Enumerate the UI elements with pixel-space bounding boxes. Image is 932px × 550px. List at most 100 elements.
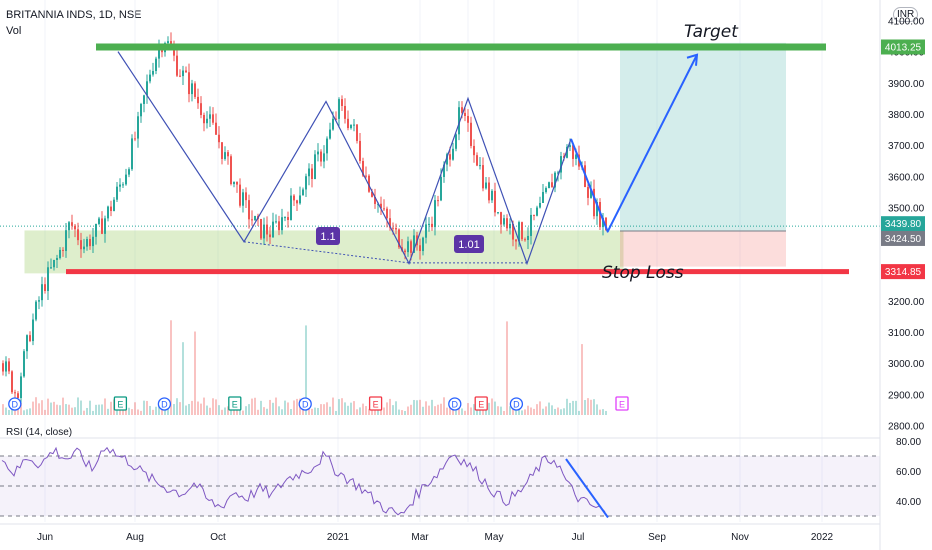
volume-bar <box>194 331 196 415</box>
candle-body <box>371 191 373 197</box>
volume-bar <box>542 408 544 415</box>
dividend-marker <box>157 397 172 411</box>
candle-body <box>296 200 298 204</box>
volume-bar <box>305 325 307 415</box>
volume-bar <box>149 405 151 415</box>
volume-bar <box>464 410 466 415</box>
candle-body <box>35 301 37 320</box>
candle-body <box>314 154 316 180</box>
price-label: 4013.25 <box>885 42 922 53</box>
volume-bar <box>497 406 499 415</box>
candle-body <box>11 371 13 393</box>
candle-body <box>572 145 574 159</box>
volume-bar <box>212 398 214 415</box>
target-label: Target <box>684 22 739 42</box>
volume-bar <box>197 401 199 415</box>
volume-bar <box>50 402 52 415</box>
volume-bar <box>62 397 64 415</box>
volume-bar <box>272 402 274 415</box>
candle-body <box>467 115 469 123</box>
candle-body <box>23 351 25 377</box>
candle-body <box>476 155 478 166</box>
dividend-marker <box>509 397 524 411</box>
volume-bar <box>89 400 91 415</box>
volume-bar <box>203 397 205 415</box>
price-tick-label: 3800.00 <box>888 110 925 121</box>
candle-body <box>353 124 355 126</box>
candle-body <box>428 223 430 225</box>
earnings-marker-label: E <box>478 400 484 410</box>
drawings[interactable] <box>66 43 849 275</box>
volume-bar <box>587 398 589 415</box>
price-label-box <box>881 39 925 55</box>
candle-body <box>437 200 439 202</box>
candle-body <box>95 223 97 237</box>
volume-bar <box>29 408 31 415</box>
volume-bar <box>350 402 352 415</box>
candle-body <box>173 48 175 56</box>
candle-body <box>518 222 520 242</box>
candle-body <box>182 70 184 77</box>
candle-body <box>299 195 301 204</box>
candle-body <box>305 176 307 190</box>
candle-body <box>227 152 229 157</box>
candle-body <box>395 228 397 230</box>
candle-body <box>506 218 508 229</box>
annotations: 1.1 1.01 Target Stop Loss 4013.25 3439.80 3424… <box>316 22 925 283</box>
volume-bar <box>185 405 187 415</box>
volume-bar <box>500 406 502 415</box>
volume-bar <box>35 397 37 415</box>
price-tick-label: 3100.00 <box>888 328 925 339</box>
price-tick-label: 3700.00 <box>888 141 925 152</box>
volume-bar <box>323 404 325 415</box>
volume-bar <box>302 407 304 415</box>
candle-body <box>449 154 451 160</box>
volume-bar <box>362 403 364 415</box>
earnings-marker <box>615 396 629 411</box>
candle-body <box>530 214 532 236</box>
volume-bar <box>371 406 373 415</box>
volume-bar <box>215 399 217 415</box>
candle-body <box>263 224 265 239</box>
price-tick-label: 3900.00 <box>888 79 925 90</box>
candle-body <box>326 138 328 154</box>
volume-bar <box>95 404 97 415</box>
volume-bar <box>47 398 49 415</box>
volume-bar <box>245 406 247 415</box>
volume-bar <box>257 409 259 415</box>
candle-body <box>332 118 334 130</box>
rsi-pane <box>0 446 880 519</box>
candle-body <box>410 241 412 253</box>
volume-bar <box>536 404 538 415</box>
candle-body <box>512 223 514 240</box>
volume-bar <box>314 407 316 415</box>
candle-body <box>560 156 562 173</box>
volume-bar <box>278 406 280 415</box>
candle-body <box>380 203 382 209</box>
time-tick-label: Jul <box>572 532 585 543</box>
candle-body <box>119 184 121 187</box>
volume-bar <box>374 406 376 415</box>
currency-badge[interactable]: INR <box>893 7 919 22</box>
candle-body <box>209 114 211 119</box>
candle-body <box>131 138 133 170</box>
volume-bar <box>347 405 349 415</box>
candle-body <box>239 184 241 206</box>
volume-bar <box>104 398 106 415</box>
price-tick-label: 3500.00 <box>888 203 925 214</box>
earnings-marker-label: E <box>232 400 238 410</box>
candle-body <box>569 145 571 147</box>
volume-bar <box>341 398 343 415</box>
volume-bar <box>170 320 172 415</box>
volume-bar <box>281 409 283 415</box>
volume-bar <box>551 405 553 415</box>
volume-bar <box>479 406 481 415</box>
volume-bar <box>236 407 238 415</box>
candle-body <box>44 284 46 291</box>
candle-body <box>515 239 517 242</box>
candle-body <box>275 221 277 223</box>
volume-bar <box>422 406 424 415</box>
candles <box>2 32 607 407</box>
